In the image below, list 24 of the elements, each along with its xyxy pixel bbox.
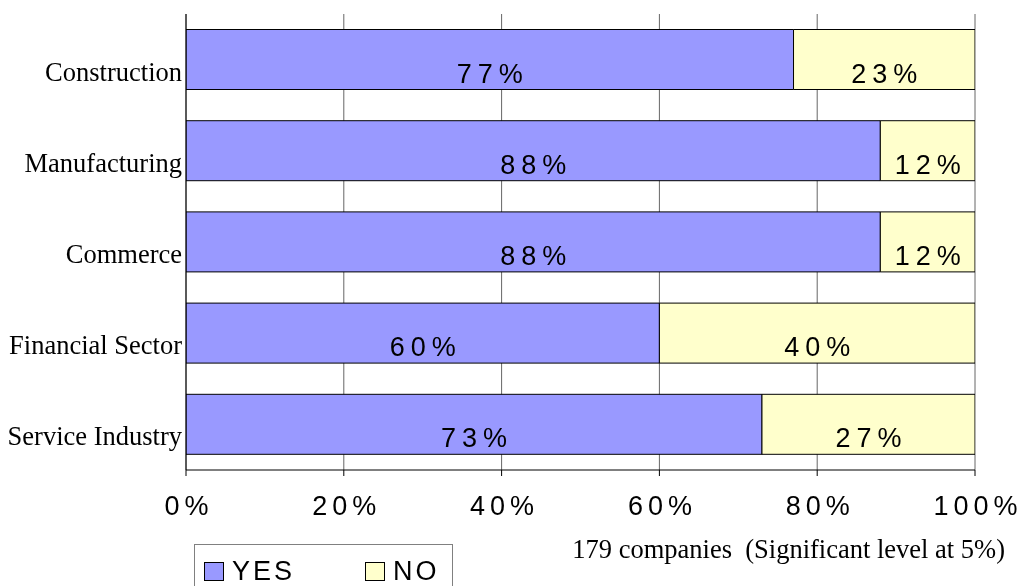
data-label: 73%: [440, 423, 514, 454]
y-tick-label: Manufacturing: [24, 147, 182, 178]
y-tick-label: Service Industry: [7, 421, 183, 452]
legend-label: NO: [393, 556, 440, 586]
data-label: 88%: [500, 149, 573, 180]
x-tick-label: 0%: [164, 491, 214, 521]
x-tick-label: 80%: [785, 491, 855, 521]
data-label: 23%: [851, 58, 924, 89]
legend-label: YES: [232, 556, 296, 586]
y-tick-label: Financial Sector: [9, 330, 183, 361]
data-label: 88%: [500, 240, 573, 271]
x-tick-label: 20%: [312, 491, 382, 521]
text: 179 companies (Significant level at 5%): [572, 534, 1005, 565]
data-label: 40%: [784, 332, 857, 363]
data-label: 77%: [456, 58, 529, 89]
y-tick-label: Construction: [45, 56, 182, 87]
data-label: 60%: [389, 332, 462, 363]
y-tick-label: Commerce: [65, 239, 182, 269]
data-label: 12%: [894, 240, 967, 271]
data-label: 27%: [835, 423, 908, 454]
data-label: 12%: [894, 149, 967, 180]
x-tick-label: 100%: [933, 491, 1023, 521]
x-tick-label: 60%: [627, 491, 697, 521]
x-tick-label: 40%: [470, 491, 540, 521]
